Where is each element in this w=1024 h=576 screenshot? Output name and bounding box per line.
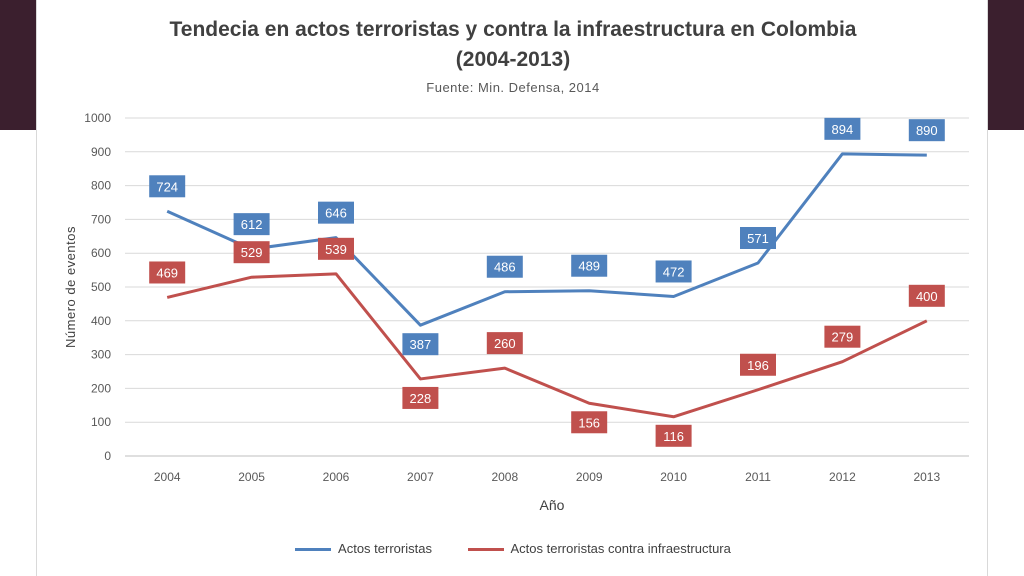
data-label-box (486, 332, 523, 355)
legend-label-series-2: Actos terroristas contra infraestructura (510, 541, 731, 557)
legend-item-series-1: Actos terroristas (295, 541, 432, 556)
data-label-box (486, 255, 523, 278)
data-label-box (824, 325, 861, 348)
data-label-box (908, 284, 945, 307)
data-label-box (655, 424, 692, 447)
x-tick-label: 2007 (407, 470, 434, 484)
x-tick-label: 2008 (491, 470, 518, 484)
data-label-box (318, 237, 354, 260)
gridlines (125, 117, 969, 457)
data-label: 400 (916, 289, 938, 304)
slide-margin-left (0, 130, 36, 576)
data-label: 116 (663, 429, 684, 444)
data-label: 539 (325, 242, 347, 257)
data-label-box (824, 117, 861, 140)
chart-panel: Tendecia en actos terroristas y contra l… (36, 0, 988, 576)
chart-title-line1: Tendecia en actos terroristas y contra l… (169, 18, 857, 41)
legend-swatch-series-2 (467, 548, 504, 552)
data-label: 612 (241, 217, 263, 232)
data-label-box (402, 386, 439, 409)
data-label-box (571, 254, 608, 277)
y-tick-label: 100 (91, 415, 111, 429)
y-tick-label: 500 (91, 280, 111, 294)
data-label: 387 (410, 337, 432, 352)
data-label: 228 (410, 391, 432, 406)
y-tick-label: 0 (104, 449, 111, 463)
data-label: 529 (241, 245, 263, 260)
x-tick-label: 2010 (660, 470, 687, 484)
data-label-box (149, 261, 186, 284)
data-label-box (740, 227, 776, 250)
data-label-box (740, 353, 776, 376)
data-label: 260 (494, 336, 516, 351)
y-tick-label: 400 (91, 314, 111, 328)
data-label: 472 (663, 264, 685, 279)
series-line-1 (166, 152, 927, 327)
data-label-box (233, 213, 270, 236)
data-label: 724 (156, 179, 178, 194)
legend-item-series-2: Actos terroristas contra infraestructura (467, 541, 731, 557)
chart-title-line2: (2004-2013) (455, 48, 571, 71)
data-label: 890 (916, 123, 938, 138)
y-tick-label: 300 (91, 348, 111, 362)
data-label: 489 (578, 259, 600, 274)
data-label-box (402, 333, 439, 356)
y-axis-label: Número de eventos (63, 226, 78, 348)
x-tick-labels: 2004 2005 2006 2007 2008 2009 2010 2011 2012 2013 (154, 470, 941, 484)
data-label: 279 (832, 330, 854, 345)
y-tick-label: 1000 (84, 111, 111, 125)
data-label: 486 (494, 260, 516, 275)
data-label: 894 (832, 122, 854, 137)
data-label-box (908, 119, 945, 142)
x-tick-label: 2013 (913, 470, 940, 484)
x-axis-label: Año (540, 497, 565, 513)
slide-margin-right (988, 130, 1024, 576)
x-tick-label: 2005 (238, 470, 265, 484)
data-label: 196 (747, 358, 769, 373)
x-tick-label: 2006 (323, 470, 350, 484)
data-label: 156 (578, 415, 600, 430)
data-label: 646 (325, 206, 347, 221)
y-tick-label: 200 (91, 381, 111, 395)
x-tick-label: 2009 (576, 470, 603, 484)
data-label-box (233, 241, 270, 264)
y-tick-label: 900 (91, 145, 111, 159)
x-tick-label: 2011 (745, 470, 771, 484)
data-labels: 724 612 646 387 486 489 472 571 894 890 469 529 539 2… (149, 117, 945, 447)
y-tick-label: 600 (91, 246, 111, 260)
data-label: 571 (747, 231, 769, 246)
x-tick-label: 2004 (154, 470, 181, 484)
series-line-2 (166, 272, 928, 419)
y-tick-labels: 0 100 200 300 400 500 600 700 800 900 1000 (84, 111, 111, 463)
legend: Actos terroristas Actos terroristas cont… (37, 540, 989, 556)
data-label-box (149, 175, 186, 198)
data-label: 469 (156, 265, 178, 280)
legend-label-series-1: Actos terroristas (338, 541, 432, 557)
data-label-box (318, 201, 354, 224)
x-tick-label: 2012 (829, 470, 856, 484)
series-lines (166, 152, 928, 419)
data-label-box (571, 411, 608, 434)
chart-subtitle: Fuente: Min. Defensa, 2014 (426, 80, 600, 95)
y-tick-label: 800 (91, 179, 111, 193)
y-tick-label: 700 (91, 212, 111, 226)
data-label-box (655, 260, 692, 283)
legend-swatch-series-1 (295, 548, 332, 552)
